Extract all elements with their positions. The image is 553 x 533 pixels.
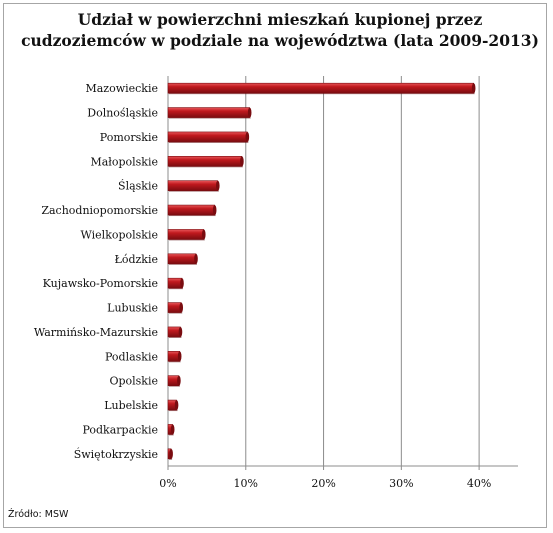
category-label: Łódzkie — [114, 253, 158, 266]
bar-end-cap — [471, 83, 476, 94]
category-labels: Mazowieckie Dolnośląskie Pomorskie Małopols… — [34, 82, 158, 461]
category-label: Świętokrzyskie — [74, 447, 158, 461]
x-tick-label: 40% — [467, 477, 491, 490]
category-label: Lubuskie — [107, 302, 158, 315]
category-label: Podkarpackie — [82, 423, 158, 436]
x-tick-label: 0% — [159, 477, 176, 490]
bar-end-cap — [212, 205, 217, 216]
bar — [167, 131, 248, 143]
bar-end-cap — [177, 375, 181, 386]
category-label: Kujawsko-Pomorskie — [43, 277, 158, 290]
bar — [167, 204, 215, 216]
bar — [167, 82, 474, 94]
bar-end-cap — [180, 278, 184, 289]
chart-title: Udział w powierzchni mieszkań kupionej p… — [21, 10, 539, 50]
bar-end-cap — [170, 424, 175, 435]
category-label: Śląskie — [118, 179, 158, 193]
bar — [167, 326, 181, 338]
bar-end-cap — [215, 180, 220, 191]
bar — [167, 253, 197, 265]
grid-lines — [245, 76, 480, 466]
category-label: Małopolskie — [90, 155, 158, 168]
category-label: Dolnośląskie — [87, 107, 158, 120]
bar-end-cap — [194, 253, 198, 264]
bar-end-cap — [174, 400, 179, 411]
category-label: Podlaskie — [105, 350, 158, 363]
category-label: Wielkopolskie — [81, 228, 158, 241]
category-label: Warmińsko-Mazurskie — [34, 326, 158, 339]
bar-end-cap — [177, 351, 182, 362]
bar — [167, 277, 183, 289]
x-tick-label: 10% — [234, 477, 258, 490]
bars — [167, 82, 476, 460]
bar-end-cap — [169, 448, 173, 459]
bar — [167, 180, 219, 191]
bar — [167, 302, 182, 313]
category-label: Opolskie — [109, 375, 158, 388]
category-label: Mazowieckie — [85, 82, 158, 95]
bar — [167, 107, 250, 118]
bar-end-cap — [247, 107, 252, 118]
bar — [167, 229, 205, 240]
bar-end-cap — [179, 302, 184, 313]
category-label: Zachodniopomorskie — [41, 204, 158, 217]
category-label: Pomorskie — [100, 131, 158, 144]
bar — [167, 156, 243, 167]
bar-end-cap — [245, 131, 250, 142]
source-note: Źródło: MSW — [8, 509, 69, 520]
x-tick-labels: 0% 10% 20% 30% 40% — [159, 477, 491, 490]
category-label: Lubelskie — [104, 399, 158, 412]
bar-end-cap — [201, 229, 206, 240]
x-tick-label: 30% — [389, 477, 413, 490]
bar-end-cap — [240, 156, 244, 167]
bar-end-cap — [178, 326, 183, 337]
x-tick-label: 20% — [311, 477, 335, 490]
